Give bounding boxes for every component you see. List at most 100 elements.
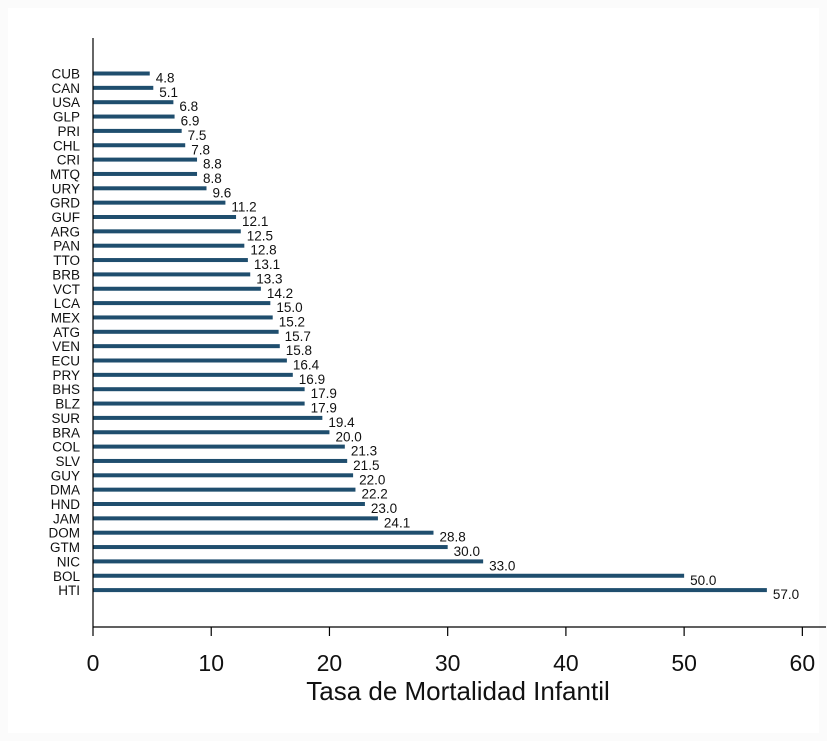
ticks-layer: 0 10 20 30 40 50 60	[87, 627, 815, 676]
category-label: BHS	[52, 382, 80, 397]
value-label: 4.8	[156, 71, 175, 86]
x-tick-label: 0	[87, 650, 100, 676]
x-tick-label: 40	[553, 650, 579, 676]
category-label: TTO	[53, 253, 80, 268]
category-label: GTM	[50, 540, 80, 555]
value-label: 21.3	[351, 444, 377, 459]
labels-layer: CUB 4.8 CAN 5.1 USA 6.8 GLP 6.9 PRI 7.5 CHL 7.8 CRI 8…	[49, 67, 800, 603]
category-label: VCT	[53, 282, 80, 297]
bar-blz	[93, 401, 305, 406]
value-label: 30.0	[454, 544, 480, 559]
value-label: 6.8	[179, 99, 198, 114]
axes-layer	[92, 38, 826, 628]
bar-arg	[93, 229, 241, 234]
category-label: URY	[52, 181, 80, 196]
category-label: GRD	[50, 196, 80, 211]
value-label: 12.8	[250, 243, 276, 258]
bar-lca	[93, 301, 271, 306]
bar-dom	[93, 530, 434, 535]
bar-guf	[93, 215, 237, 219]
value-label: 8.8	[203, 171, 222, 186]
bar-dma	[93, 487, 356, 492]
bar-ecu	[93, 358, 287, 363]
value-label: 11.2	[231, 200, 256, 215]
category-label: LCA	[54, 296, 80, 311]
bar-sur	[93, 415, 323, 420]
value-label: 9.6	[212, 185, 231, 200]
value-label: 22.0	[359, 472, 385, 487]
value-label: 17.9	[311, 401, 337, 416]
value-label: 20.0	[335, 429, 361, 444]
value-label: 23.0	[371, 501, 397, 516]
value-label: 19.4	[328, 415, 355, 430]
value-label: 16.4	[293, 358, 320, 373]
value-label: 13.3	[256, 271, 282, 286]
category-label: PRI	[57, 124, 80, 139]
category-label: BRA	[52, 425, 80, 440]
value-label: 17.9	[311, 386, 337, 401]
bar-atg	[93, 329, 279, 334]
category-label: CRI	[57, 153, 80, 168]
value-label: 28.8	[439, 530, 465, 545]
category-label: COL	[52, 440, 80, 455]
value-label: 5.1	[159, 85, 178, 100]
x-tick-label: 20	[317, 650, 343, 676]
bar-bhs	[93, 387, 305, 392]
value-label: 15.2	[279, 314, 305, 329]
value-label: 8.8	[203, 157, 222, 172]
bar-hnd	[93, 502, 365, 506]
bar-hti	[93, 588, 767, 593]
category-label: ATG	[53, 325, 80, 340]
value-label: 16.9	[299, 372, 325, 387]
category-label: BRB	[52, 267, 80, 282]
value-label: 21.5	[353, 458, 379, 473]
value-label: 15.7	[285, 329, 311, 344]
value-label: 12.1	[242, 214, 268, 229]
value-label: 7.8	[191, 142, 210, 157]
bar-tto	[93, 258, 248, 263]
bar-pry	[93, 372, 293, 377]
bar-vct	[93, 286, 261, 291]
category-label: HTI	[58, 583, 80, 598]
category-label: SLV	[55, 454, 80, 469]
value-label: 14.2	[267, 286, 293, 301]
bar-gtm	[93, 545, 448, 550]
category-label: BLZ	[55, 397, 80, 412]
value-label: 15.8	[286, 343, 312, 358]
value-label: 57.0	[773, 587, 799, 602]
value-label: 12.5	[247, 228, 273, 243]
category-label: GLP	[53, 110, 80, 125]
bar-brb	[93, 272, 251, 277]
category-label: BOL	[53, 569, 81, 584]
value-label: 7.5	[188, 128, 207, 143]
x-axis-title: Tasa de Mortalidad Infantil	[306, 676, 610, 706]
bar-usa	[93, 100, 174, 105]
bar-can	[93, 85, 154, 90]
category-label: GUY	[51, 468, 80, 483]
category-label: SUR	[51, 411, 80, 426]
bar-chl	[93, 143, 186, 148]
bar-mtq	[93, 171, 198, 176]
category-label: CAN	[51, 81, 80, 96]
bar-mex	[93, 315, 273, 320]
bar-jam	[93, 516, 378, 521]
category-label: VEN	[52, 339, 80, 354]
category-label: DOM	[49, 526, 81, 541]
bars-layer	[93, 71, 767, 593]
category-label: HND	[51, 497, 80, 512]
x-tick-label: 30	[435, 650, 461, 676]
category-label: DMA	[50, 483, 80, 498]
bar-nic	[93, 559, 484, 564]
category-label: NIC	[57, 554, 81, 569]
bar-ven	[93, 344, 280, 349]
plot-frame	[8, 8, 819, 733]
value-label: 24.1	[384, 515, 410, 530]
category-label: PAN	[53, 239, 80, 254]
bar-guy	[93, 473, 354, 478]
category-label: MTQ	[50, 167, 80, 182]
value-label: 6.9	[181, 114, 200, 129]
bar-glp	[93, 114, 175, 119]
bar-col	[93, 444, 345, 449]
bar-pan	[93, 243, 245, 248]
